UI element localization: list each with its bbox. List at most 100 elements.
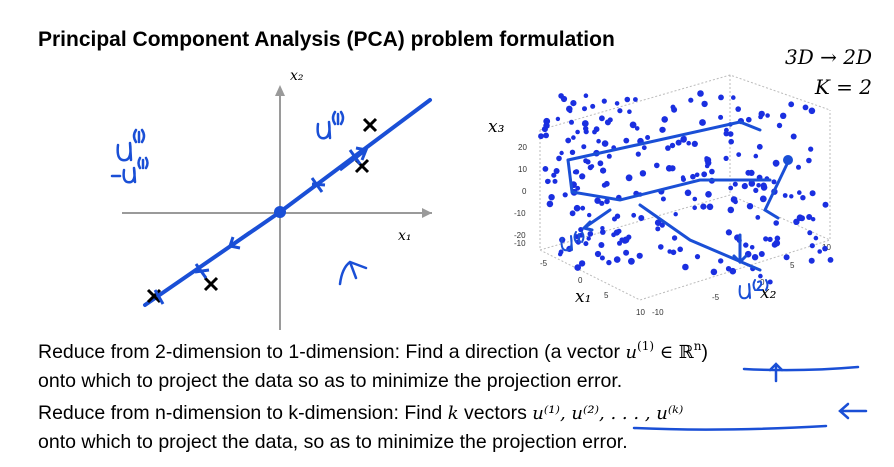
scatter-point: [598, 242, 605, 248]
scatter-point: [655, 226, 661, 232]
p2-line-2: onto which to project the data, so as to…: [38, 431, 628, 453]
scatter-point: [551, 172, 557, 178]
u1-vector-math: u(1) ∈ ℝn: [625, 339, 701, 363]
scatter-point: [636, 252, 643, 259]
projection-mark: [194, 263, 210, 279]
highlight-point: [783, 155, 793, 165]
scatter-point: [782, 193, 788, 198]
scatter-point: [543, 117, 551, 125]
scatter-point: [597, 160, 604, 167]
scatter-point: [718, 94, 724, 101]
scatter-point: [624, 96, 631, 103]
y-tick: -10: [652, 308, 664, 317]
u1-underline: [742, 365, 860, 372]
scatter-point: [700, 203, 707, 210]
data-point: [362, 117, 378, 133]
scatter-point: [704, 163, 710, 169]
scatter-point: [559, 150, 564, 156]
scatter-point: [555, 116, 561, 122]
dims-line-2: K = 2: [814, 75, 872, 99]
scatter-point: [682, 263, 689, 271]
scatter-point: [718, 114, 724, 120]
scatter-point: [684, 189, 692, 197]
scatter-point: [581, 120, 589, 127]
scatter-point: [614, 213, 621, 219]
scatter-point: [573, 169, 580, 175]
scatter-point: [569, 119, 574, 125]
scatter-point: [599, 115, 605, 122]
projected-points: [153, 149, 362, 305]
paragraph-2d-to-1d: Reduce from 2-dimension to 1-dimension: …: [38, 332, 708, 395]
plane-top-edge: [566, 120, 762, 162]
scatter-point: [590, 103, 596, 109]
scatter-point: [808, 257, 815, 264]
scatter-point: [686, 140, 691, 146]
scatter-point: [742, 183, 748, 188]
hw-u1-mid-sup: [331, 110, 345, 126]
scatter-point: [569, 210, 576, 217]
math-in-rn: ∈ ℝ: [654, 342, 694, 363]
scatter-point: [659, 126, 666, 133]
scatter-point: [645, 135, 651, 140]
scatter-point: [694, 254, 701, 260]
scatter-point: [580, 205, 586, 211]
hw-u1-neg: [122, 166, 137, 184]
scatter-point: [654, 219, 662, 226]
y-axis-arrow: [275, 85, 285, 96]
scatter-point: [692, 196, 698, 202]
scatter-point: [661, 116, 668, 123]
scatter-point: [704, 156, 709, 161]
plane-annotation: [566, 120, 790, 272]
scatter-point: [638, 215, 645, 221]
scatter-point: [596, 138, 601, 144]
scatter-point: [705, 191, 712, 198]
u1-3d-arrow: [581, 208, 612, 232]
scatter-point: [771, 179, 777, 185]
scatter-point: [755, 215, 761, 220]
scatter-point: [601, 140, 609, 147]
scatter-point: [709, 168, 715, 175]
scatter-point: [658, 244, 664, 250]
scatter-point: [548, 194, 555, 201]
scatter-point: [756, 183, 761, 188]
scatter-point: [697, 90, 704, 97]
scatter-point: [601, 98, 607, 104]
dimension-note: 3D → 2D K = 2: [785, 42, 872, 102]
scatter-point: [606, 259, 612, 266]
x-axis-arrow: [422, 208, 432, 218]
scatter-point: [594, 197, 601, 204]
scatter-point: [628, 257, 635, 265]
scatter-point: [633, 97, 638, 102]
scatter-point: [569, 149, 576, 155]
z-tick: -10: [514, 209, 526, 218]
scatter-point: [706, 203, 714, 211]
uk-underline: [632, 424, 828, 431]
z-tick: 0: [522, 187, 527, 196]
scatter-point: [699, 119, 706, 126]
scatter-point: [671, 106, 678, 113]
scatter-point: [543, 132, 549, 139]
scatter-point: [718, 258, 724, 264]
scatter-point: [671, 235, 678, 241]
u1-up-arrow: [768, 362, 784, 383]
scatter-point: [701, 100, 708, 108]
scatter-point: [669, 165, 676, 172]
scatter-point: [813, 235, 819, 241]
scatter-point: [783, 254, 790, 261]
scatter-point: [751, 254, 759, 261]
scatter-point: [753, 153, 759, 159]
scatter-point: [793, 218, 800, 225]
x2-axis-label: x₂: [290, 68, 304, 84]
uk-left-arrow: [838, 402, 868, 420]
plot-box: [539, 74, 831, 301]
hw-corner-arrow: [338, 260, 368, 286]
u2-3d-arrow: [732, 233, 748, 265]
scatter-point: [763, 236, 769, 242]
x2-3d-axis-label: x₂: [760, 283, 777, 303]
x-tick: 10: [636, 308, 645, 317]
slide-title: Principal Component Analysis (PCA) probl…: [38, 28, 615, 51]
scatter-point: [790, 133, 797, 140]
scatter-point: [710, 268, 718, 276]
scatter-point: [600, 229, 606, 235]
scatter-point: [690, 173, 696, 180]
